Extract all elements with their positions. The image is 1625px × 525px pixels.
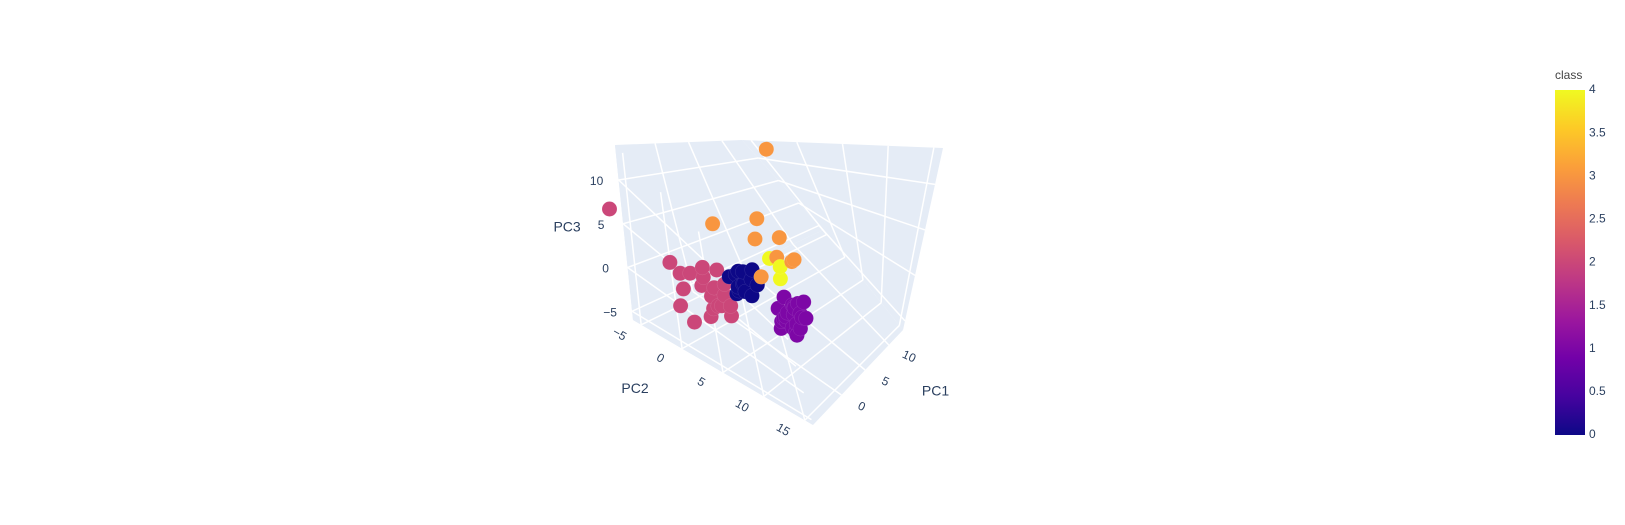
- data-point[interactable]: [786, 251, 802, 268]
- grid-line: [687, 141, 744, 269]
- data-point[interactable]: [749, 210, 765, 227]
- y-tick-label: 0: [654, 350, 667, 366]
- data-point[interactable]: [704, 216, 721, 232]
- grid-line: [758, 157, 936, 186]
- y-tick-label: 15: [774, 420, 793, 439]
- z-tick-label: 0: [602, 262, 609, 276]
- right-wall-plane: [742, 140, 943, 330]
- grid-line: [621, 152, 642, 325]
- data-point[interactable]: [798, 310, 814, 327]
- grid-line: [627, 266, 805, 394]
- data-point[interactable]: [771, 229, 788, 246]
- y-tick-label: 10: [733, 396, 752, 415]
- data-point[interactable]: [708, 262, 725, 278]
- colorbar-tick-label: 2.5: [1589, 212, 1606, 226]
- grid-line: [763, 302, 882, 397]
- grid-line: [681, 256, 846, 350]
- colorbar-tick-label: 1.5: [1589, 298, 1606, 312]
- data-points[interactable]: [601, 141, 814, 343]
- data-point[interactable]: [601, 201, 618, 217]
- grid-line: [622, 179, 779, 225]
- data-point[interactable]: [795, 294, 812, 310]
- grid-line: [618, 179, 789, 340]
- grid-line: [627, 202, 799, 269]
- grid-line: [778, 179, 926, 231]
- grid-line: [898, 147, 935, 326]
- z-tick-label: 10: [590, 174, 604, 188]
- grid-line: [796, 141, 846, 258]
- grid-line: [631, 224, 820, 312]
- data-point[interactable]: [747, 231, 763, 247]
- y-tick-label: −5: [610, 325, 629, 344]
- grid-line: [659, 192, 683, 349]
- grid-line: [880, 145, 889, 303]
- data-point[interactable]: [672, 298, 689, 314]
- grid-line: [798, 202, 916, 277]
- colorbar-tick-label: 0.5: [1589, 384, 1606, 398]
- grid-line: [818, 224, 906, 322]
- colorbar-gradient: [1555, 90, 1585, 435]
- colorbar-tick-label: 3: [1589, 168, 1596, 182]
- data-point[interactable]: [662, 254, 678, 271]
- data-point[interactable]: [686, 314, 703, 330]
- side-wall-plane: [615, 140, 823, 320]
- grid-line: [631, 310, 812, 421]
- colorbar-tick-label: 4: [1589, 82, 1596, 96]
- colorbar-tick-label: 1: [1589, 341, 1596, 355]
- x-axis-title: PC1: [922, 382, 949, 398]
- colorbar: class 0 0.5 1 1.5 2 2.5 3 3.5 4: [1555, 68, 1606, 441]
- data-point[interactable]: [675, 281, 692, 297]
- colorbar-tick-label: 3.5: [1589, 125, 1606, 139]
- colorbar-title: class: [1555, 68, 1582, 82]
- x-tick-label: 0: [856, 398, 868, 414]
- data-point[interactable]: [758, 141, 775, 157]
- grid-line: [804, 324, 900, 421]
- data-point[interactable]: [694, 259, 711, 276]
- colorbar-ticks: 0 0.5 1 1.5 2 2.5 3 3.5 4: [1589, 82, 1606, 441]
- x-tick-label: 5: [879, 373, 891, 389]
- colorbar-tick-label: 2: [1589, 255, 1596, 269]
- y-axis-title: PC2: [621, 380, 648, 396]
- y-tick-label: 5: [695, 374, 708, 390]
- colorbar-tick-label: 0: [1589, 427, 1596, 441]
- z-tick-label: 5: [598, 218, 605, 232]
- z-axis-title: PC3: [553, 218, 580, 234]
- grid-line: [618, 157, 759, 181]
- grid-line: [721, 140, 794, 245]
- z-tick-label: −5: [603, 305, 617, 319]
- data-point[interactable]: [753, 269, 769, 285]
- data-point[interactable]: [722, 298, 739, 314]
- x-tick-label: 10: [900, 347, 918, 365]
- grid-line: [841, 143, 864, 281]
